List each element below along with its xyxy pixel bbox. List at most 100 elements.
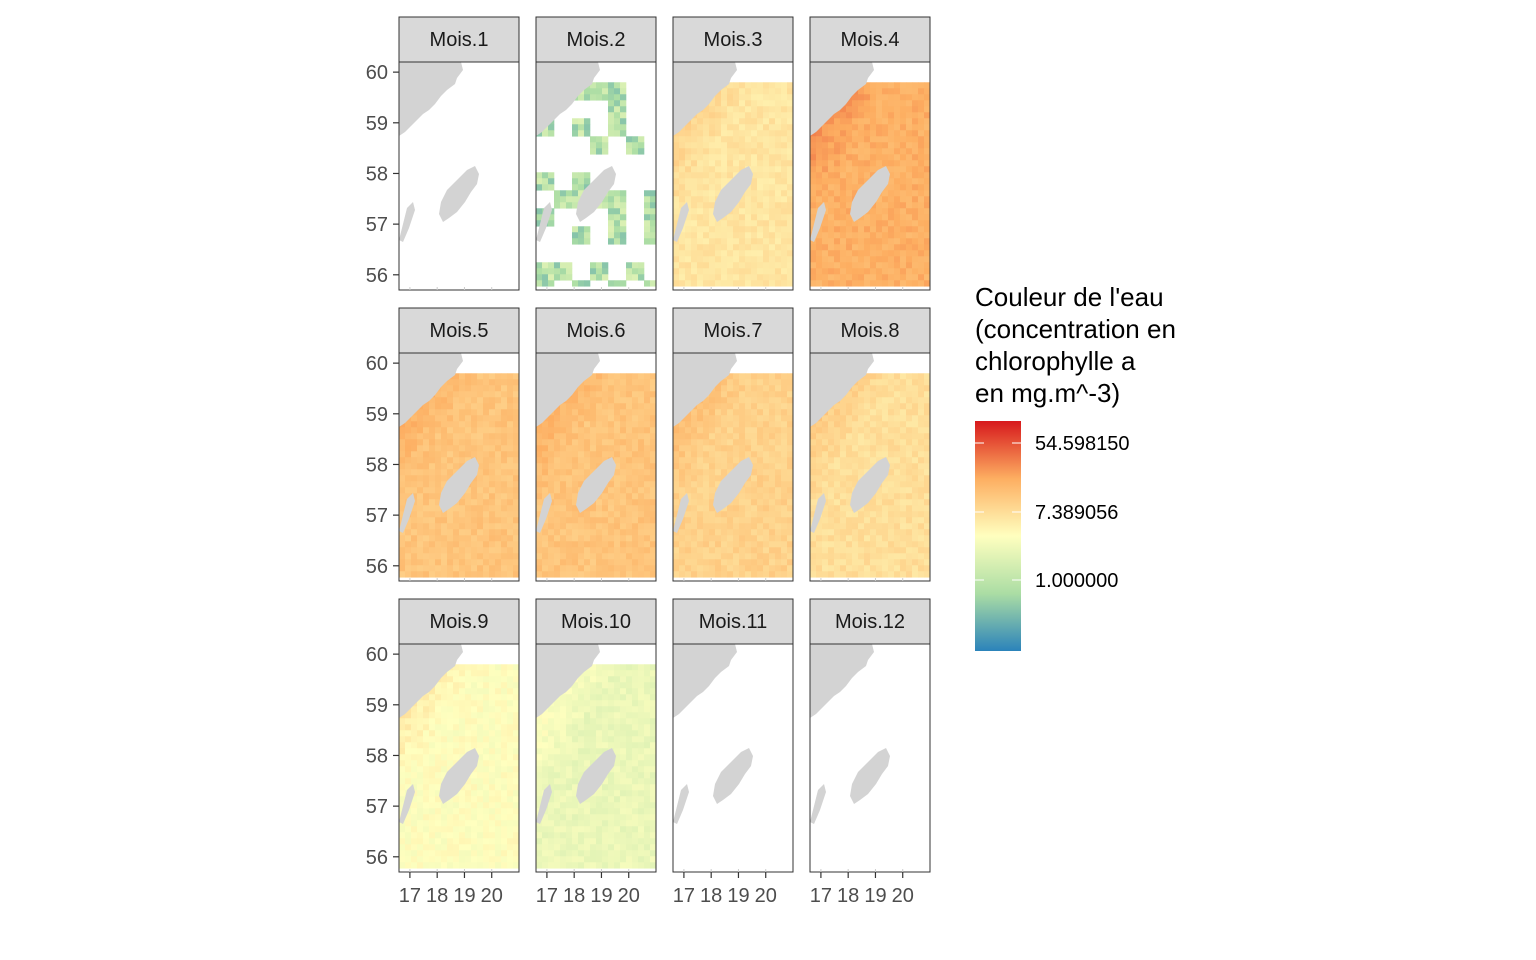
raster-cell — [471, 778, 478, 785]
raster-cell — [727, 112, 734, 119]
raster-cell — [900, 511, 907, 518]
raster-cell — [590, 379, 597, 386]
raster-cell — [453, 373, 460, 380]
raster-cell — [602, 499, 609, 506]
raster-cell — [638, 268, 645, 275]
raster-cell — [495, 469, 502, 476]
raster-cell — [536, 178, 543, 185]
raster-cell — [858, 226, 865, 233]
raster-cell — [900, 268, 907, 275]
raster-cell — [459, 451, 466, 458]
raster-cell — [501, 463, 508, 470]
raster-cell — [501, 421, 508, 428]
raster-cell — [769, 88, 776, 95]
raster-cell — [644, 439, 651, 446]
raster-cell — [673, 439, 680, 446]
raster-cell — [495, 670, 502, 677]
raster-cell — [888, 379, 895, 386]
raster-cell — [495, 724, 502, 731]
raster-cell — [405, 736, 412, 743]
raster-cell — [411, 481, 418, 488]
raster-cell — [703, 106, 710, 113]
raster-cell — [858, 397, 865, 404]
raster-cell — [757, 535, 764, 542]
raster-cell — [781, 178, 788, 185]
raster-cell — [423, 802, 430, 809]
raster-cell — [614, 559, 621, 566]
raster-cell — [602, 511, 609, 518]
raster-cell — [399, 487, 406, 494]
raster-cell — [745, 148, 752, 155]
raster-cell — [858, 160, 865, 167]
raster-cell — [673, 499, 680, 506]
raster-cell — [769, 256, 776, 263]
raster-cell — [709, 469, 716, 476]
raster-cell — [846, 475, 853, 482]
raster-cell — [507, 499, 514, 506]
raster-cell — [810, 148, 817, 155]
raster-cell — [650, 196, 657, 203]
raster-cell — [548, 493, 555, 500]
raster-cell — [834, 220, 841, 227]
raster-cell — [489, 493, 496, 500]
raster-cell — [733, 565, 740, 572]
raster-cell — [733, 154, 740, 161]
raster-cell — [423, 511, 430, 518]
raster-cell — [697, 208, 704, 215]
raster-cell — [858, 166, 865, 173]
raster-cell — [757, 553, 764, 560]
raster-cell — [447, 541, 454, 548]
land-oland — [536, 493, 552, 533]
raster-cell — [489, 505, 496, 512]
raster-cell — [924, 511, 931, 518]
raster-cell — [620, 529, 627, 536]
raster-cell — [673, 196, 680, 203]
raster-cell — [536, 499, 543, 506]
raster-cell — [602, 421, 609, 428]
raster-cell — [429, 493, 436, 500]
raster-cell — [584, 385, 591, 392]
raster-cell — [423, 700, 430, 707]
raster-cell — [745, 385, 752, 392]
raster-cell — [715, 541, 722, 548]
raster-cell — [918, 559, 925, 566]
raster-cell — [822, 172, 829, 179]
raster-cell — [673, 166, 680, 173]
raster-cell — [596, 385, 603, 392]
raster-cell — [417, 451, 424, 458]
raster-cell — [614, 523, 621, 530]
raster-cell — [828, 244, 835, 251]
raster-cell — [685, 565, 692, 572]
raster-cell — [769, 160, 776, 167]
raster-cell — [423, 766, 430, 773]
raster-cell — [906, 136, 913, 143]
raster-cell — [399, 724, 406, 731]
raster-cell — [453, 511, 460, 518]
raster-cell — [572, 487, 579, 494]
raster-cell — [888, 208, 895, 215]
raster-cell — [852, 523, 859, 530]
raster-cell — [888, 274, 895, 281]
raster-cell — [745, 565, 752, 572]
raster-cell — [560, 469, 567, 476]
raster-cell — [894, 445, 901, 452]
raster-cell — [810, 493, 817, 500]
raster-cell — [417, 742, 424, 749]
raster-cell — [816, 274, 823, 281]
raster-cell — [650, 232, 657, 239]
raster-cell — [924, 541, 931, 548]
raster-cell — [453, 802, 460, 809]
raster-cell — [745, 571, 752, 578]
raster-cell — [513, 784, 520, 791]
raster-cell — [781, 160, 788, 167]
raster-cell — [673, 244, 680, 251]
raster-cell — [477, 748, 484, 755]
raster-cell — [441, 682, 448, 689]
raster-cell — [709, 415, 716, 422]
raster-cell — [894, 469, 901, 476]
raster-cell — [900, 481, 907, 488]
raster-cell — [483, 511, 490, 518]
raster-cell — [810, 553, 817, 560]
raster-cell — [685, 160, 692, 167]
raster-cell — [882, 565, 889, 572]
